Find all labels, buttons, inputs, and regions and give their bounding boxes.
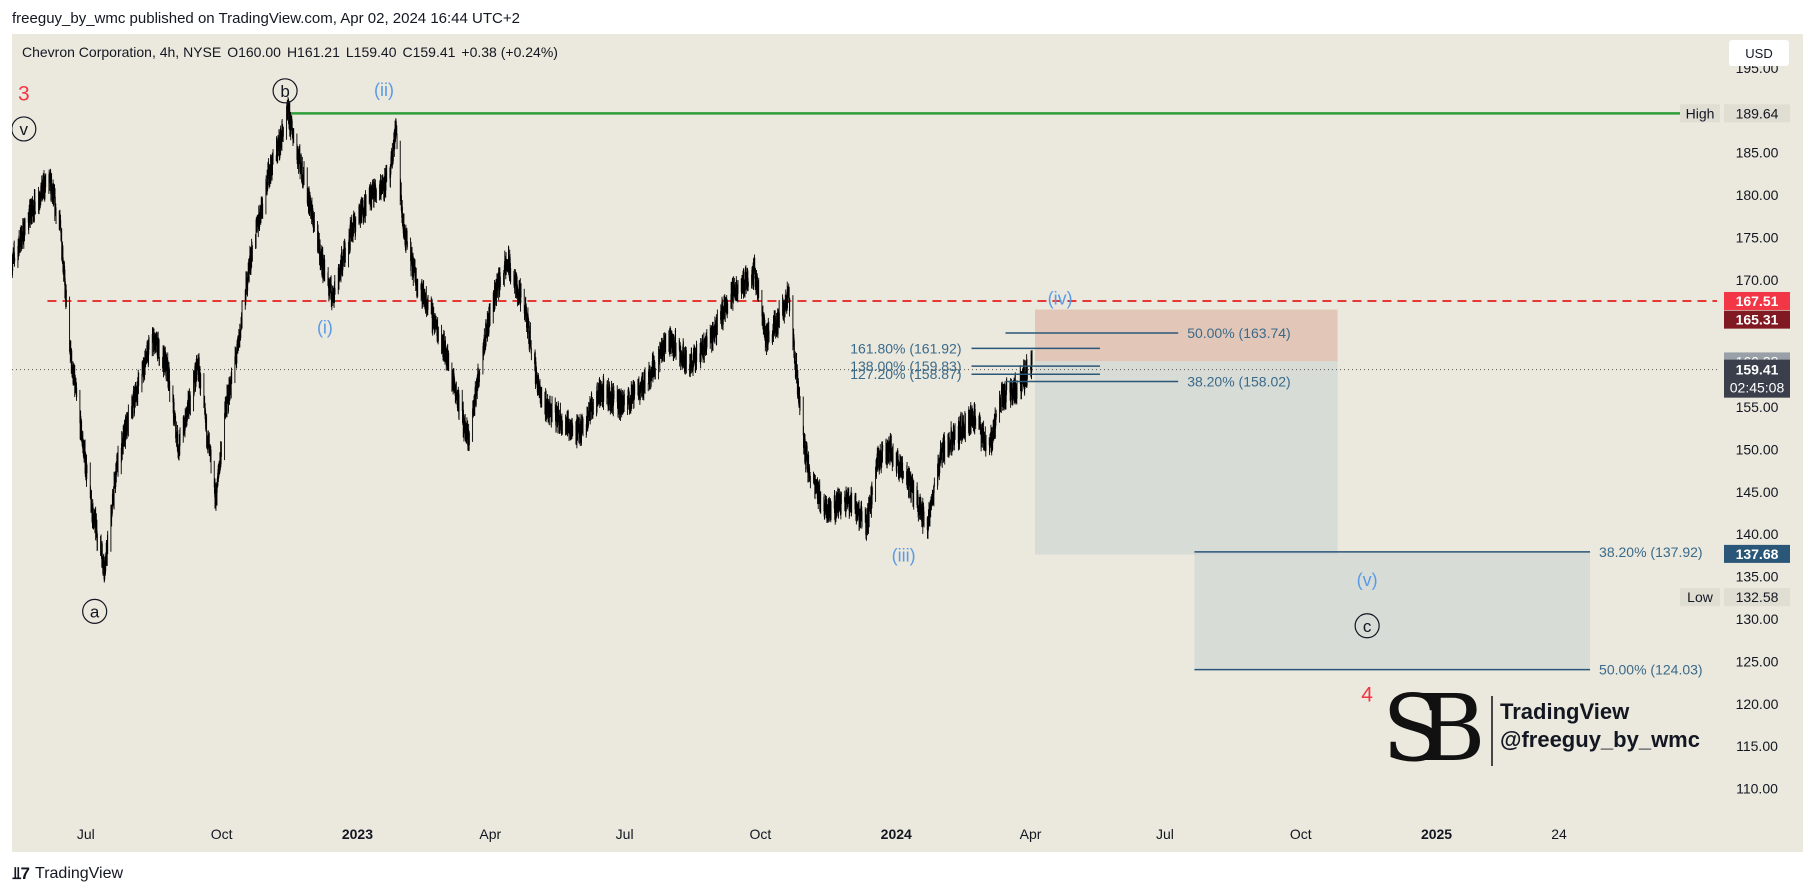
wave-circle: [12, 116, 37, 142]
price-badge-text: 137.68: [1736, 546, 1779, 562]
fib-label: 50.00% (163.74): [1187, 325, 1291, 341]
legend-low: L159.40: [345, 44, 397, 60]
wave-label: (iii): [892, 545, 916, 565]
fib-label: 38.20% (158.02): [1187, 373, 1291, 389]
fib-label: 38.20% (137.92): [1599, 544, 1703, 560]
current-price-badge: [1724, 359, 1790, 398]
price-badge-text: 165.31: [1736, 312, 1779, 328]
fib-label: 138.00% (159.83): [850, 358, 961, 374]
x-tick-label: 24: [1551, 826, 1567, 842]
fib-label: 50.00% (124.03): [1599, 662, 1703, 678]
y-tick-label: 115.00: [1736, 738, 1778, 754]
legend-close: C159.41: [402, 44, 456, 60]
currency-button[interactable]: USD: [1729, 40, 1789, 66]
price-chart[interactable]: 161.80% (161.92) 138.00% (159.83)127.20% …: [12, 34, 1803, 852]
current-price-text: 159.41: [1736, 362, 1779, 378]
x-tick-label: Oct: [750, 826, 772, 842]
legend-change: +0.38 (+0.24%): [461, 44, 558, 60]
wave-circle: [272, 78, 298, 104]
y-tick-label: 145.00: [1736, 484, 1779, 500]
svg-text:B: B: [1418, 682, 1486, 782]
countdown-text: 02:45:08: [1730, 380, 1785, 396]
x-tick-label: Oct: [211, 826, 233, 842]
tradingview-logo-icon: ⫫7: [12, 864, 30, 883]
legend-open: O160.00: [227, 44, 281, 60]
fib-label: 161.80% (161.92): [850, 340, 961, 356]
svg-text:S: S: [1382, 682, 1445, 782]
y-tick-label: 170.00: [1736, 272, 1779, 288]
published-caption: freeguy_by_wmc published on TradingView.…: [12, 10, 520, 27]
y-tick-label: 140.00: [1736, 526, 1779, 542]
price-tag: Low: [1687, 589, 1714, 605]
wave-label: (i): [317, 317, 333, 337]
x-tick-label: Apr: [479, 826, 501, 842]
y-tick-label: 185.00: [1736, 145, 1779, 161]
y-tick-label: 120.00: [1736, 696, 1779, 712]
y-tick-label: 155.00: [1736, 399, 1779, 415]
x-tick-label: Jul: [616, 826, 634, 842]
watermark-text: TradingView @freeguy_by_wmc: [1500, 698, 1700, 754]
target-zone-lower: [1035, 361, 1338, 555]
x-tick-label: 2023: [342, 826, 373, 842]
y-tick-label: 130.00: [1736, 611, 1779, 627]
price-tag: High: [1686, 105, 1715, 121]
x-tick-label: 2024: [881, 826, 912, 842]
watermark-line1: TradingView: [1500, 699, 1630, 724]
wave-c-zone: [1194, 551, 1591, 670]
x-tick-label: Oct: [1290, 826, 1312, 842]
price-badge: [1724, 104, 1790, 123]
wave-circle: [1354, 613, 1380, 639]
price-badge: [1724, 310, 1790, 329]
legend-symbol: Chevron Corporation, 4h, NYSE: [22, 44, 222, 60]
x-tick-label: Jul: [1156, 826, 1174, 842]
watermark-line2: @freeguy_by_wmc: [1500, 727, 1700, 752]
price-badge-text: 189.64: [1736, 105, 1779, 121]
wave-label: (ii): [374, 80, 394, 100]
wave-label: (v): [1357, 570, 1378, 590]
price-tag-bg: [1680, 588, 1720, 607]
y-tick-label: 135.00: [1736, 569, 1779, 585]
price-badge: [1724, 544, 1790, 563]
legend-high: H161.21: [286, 44, 340, 60]
y-tick-label: 150.00: [1736, 441, 1779, 457]
symbol-legend: Chevron Corporation, 4h, NYSE O160.00 H161…: [22, 44, 564, 60]
wave-label: a: [90, 602, 100, 621]
price-badge: [1724, 291, 1790, 310]
footer-brand-label: TradingView: [35, 865, 124, 882]
y-tick-label: 175.00: [1736, 229, 1779, 245]
wave-label: b: [280, 82, 289, 101]
sb-monogram-logo: S B: [1382, 682, 1493, 782]
price-badge-text: 132.58: [1736, 589, 1779, 605]
price-badge: [1724, 588, 1790, 607]
price-tag-bg: [1680, 104, 1720, 123]
wave-label: 3: [18, 82, 30, 105]
target-zone-upper: [1035, 309, 1338, 362]
x-tick-label: Apr: [1020, 826, 1042, 842]
x-tick-label: Jul: [77, 826, 95, 842]
candles: [12, 97, 1033, 583]
wave-label: (iv): [1048, 289, 1073, 309]
y-tick-label: 125.00: [1736, 653, 1779, 669]
y-tick-label: 110.00: [1736, 781, 1778, 797]
footer-brand[interactable]: ⫫7 TradingView: [12, 864, 123, 884]
price-badge-text: 167.51: [1736, 293, 1779, 309]
x-tick-label: 2025: [1421, 826, 1452, 842]
fib-label: 127.20% (158.87): [850, 366, 961, 382]
wave-label: 4: [1361, 683, 1373, 706]
chart-panel[interactable]: 161.80% (161.92) 138.00% (159.83) 127.20% …: [12, 34, 1803, 852]
y-tick-label: 180.00: [1736, 187, 1779, 203]
wave-label: v: [20, 120, 29, 139]
wave-circle: [82, 598, 108, 624]
wave-label: c: [1363, 617, 1372, 636]
